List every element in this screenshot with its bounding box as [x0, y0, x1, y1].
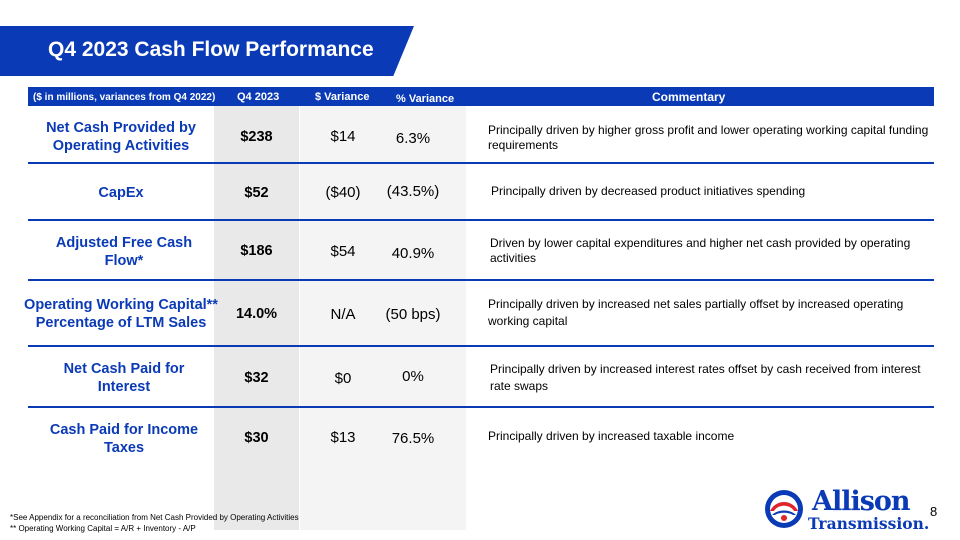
footnote-2: ** Operating Working Capital = A/R + Inv…	[10, 524, 196, 533]
header-units: ($ in millions, variances from Q4 2022)	[33, 92, 216, 103]
row-5-dollar-variance: $0	[334, 370, 352, 387]
row-4-commentary: Principally driven by increased net sale…	[488, 297, 904, 328]
row-1-q4: $238	[240, 129, 273, 145]
title-banner	[0, 26, 414, 76]
row-1-dollar-variance: $14	[330, 128, 356, 145]
allison-logo-icon	[765, 490, 803, 528]
row-3-dollar-variance: $54	[330, 243, 356, 260]
header-dollar-variance: $ Variance	[315, 91, 370, 103]
table-header	[28, 87, 934, 106]
row-2-dollar-variance: ($40)	[325, 184, 361, 201]
header-pct-variance: % Variance	[396, 93, 455, 105]
row-6-q4: $30	[244, 430, 269, 446]
row-5-metric: Net Cash Paid for Interest	[63, 361, 185, 395]
row-divider	[28, 162, 934, 164]
row-divider	[28, 406, 934, 408]
q4-column-shade	[214, 106, 299, 530]
row-6-dollar-variance: $13	[330, 429, 356, 446]
row-6-commentary: Principally driven by increased taxable …	[488, 429, 735, 443]
row-1-commentary: Principally driven by higher gross profi…	[488, 123, 929, 152]
row-divider	[28, 345, 934, 347]
row-4-q4: 14.0%	[235, 306, 278, 322]
logo-subtitle: Transmission.	[808, 514, 930, 533]
page-number: 8	[930, 504, 938, 519]
row-5-q4: $32	[244, 370, 269, 386]
variance-column-shade	[300, 106, 466, 530]
row-5-commentary: Principally driven by increased interest…	[490, 362, 921, 393]
header-q4: Q4 2023	[237, 91, 280, 103]
footnote-1: *See Appendix for a reconciliation from …	[10, 513, 299, 522]
row-divider	[28, 219, 934, 221]
row-2-pct-variance: (43.5%)	[386, 183, 440, 200]
row-3-pct-variance: 40.9%	[391, 245, 435, 262]
row-divider	[28, 279, 934, 281]
row-3-commentary: Driven by lower capital expenditures and…	[490, 236, 911, 265]
row-4-pct-variance: (50 bps)	[385, 306, 441, 323]
row-3-metric: Adjusted Free Cash Flow*	[55, 235, 193, 269]
row-1-pct-variance: 6.3%	[395, 130, 431, 147]
slide-title: Q4 2023 Cash Flow Performance	[48, 38, 374, 61]
row-2-metric: CapEx	[98, 185, 144, 201]
row-4-metric: Operating Working Capital** Percentage o…	[24, 297, 218, 331]
row-6-metric: Cash Paid for Income Taxes	[49, 422, 199, 456]
logo-wordmark: Allison	[812, 486, 911, 517]
row-3-q4: $186	[240, 243, 273, 259]
row-2-q4: $52	[244, 185, 269, 201]
row-6-pct-variance: 76.5%	[391, 430, 435, 447]
row-1-metric: Net Cash Provided by Operating Activitie…	[46, 120, 196, 154]
row-2-commentary: Principally driven by decreased product …	[491, 184, 806, 198]
row-4-dollar-variance: N/A	[330, 306, 356, 323]
row-5-pct-variance: 0%	[402, 368, 424, 385]
header-commentary: Commentary	[652, 90, 726, 104]
